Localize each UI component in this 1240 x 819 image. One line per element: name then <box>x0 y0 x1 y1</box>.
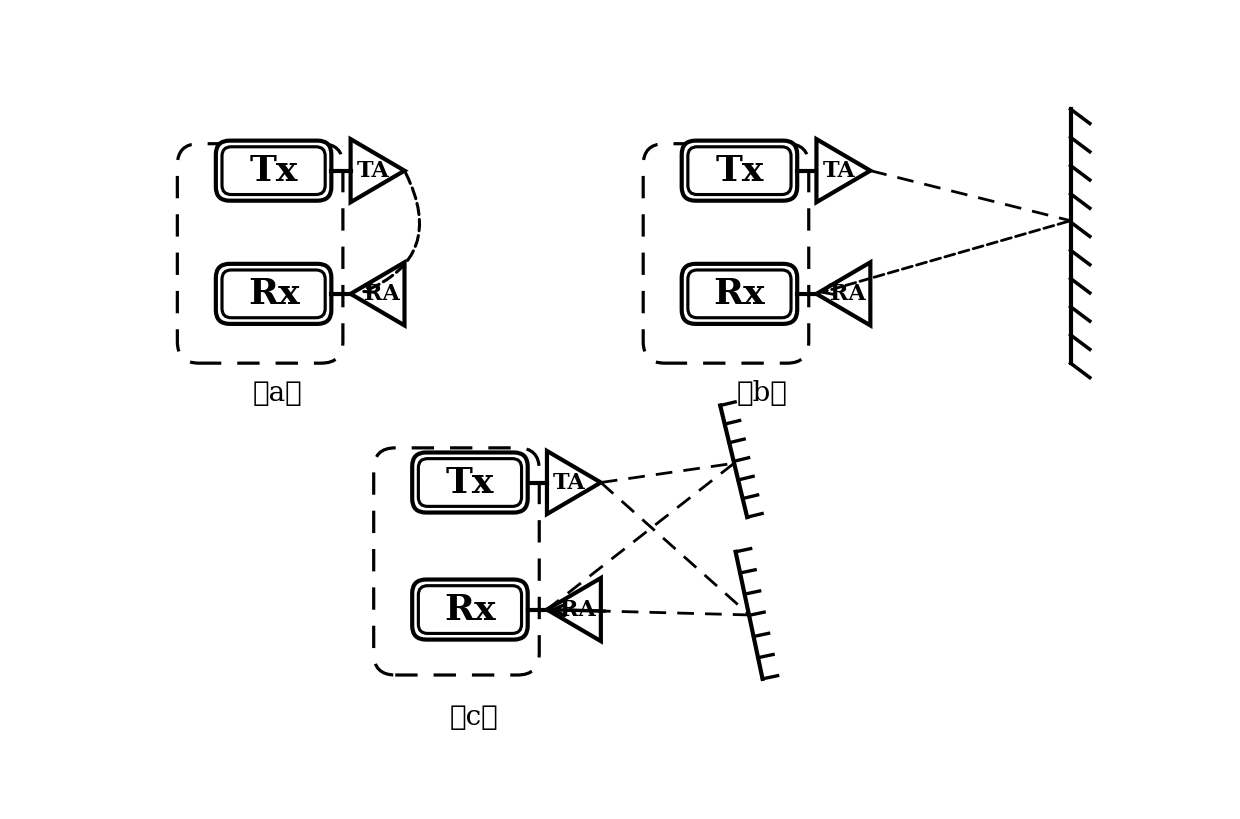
FancyBboxPatch shape <box>688 270 791 318</box>
FancyBboxPatch shape <box>682 264 797 324</box>
FancyBboxPatch shape <box>177 143 343 363</box>
Text: Rx: Rx <box>444 593 496 627</box>
Text: Tx: Tx <box>715 154 764 188</box>
Text: （c）: （c） <box>449 704 498 731</box>
FancyBboxPatch shape <box>216 264 331 324</box>
FancyBboxPatch shape <box>688 147 791 195</box>
FancyBboxPatch shape <box>682 141 797 201</box>
FancyBboxPatch shape <box>418 586 522 633</box>
Text: RA: RA <box>365 283 399 305</box>
Text: Tx: Tx <box>445 465 494 500</box>
FancyBboxPatch shape <box>222 147 325 195</box>
Text: TA: TA <box>357 160 389 182</box>
FancyBboxPatch shape <box>644 143 808 363</box>
FancyBboxPatch shape <box>216 141 331 201</box>
FancyBboxPatch shape <box>412 452 528 513</box>
Text: RA: RA <box>560 599 596 621</box>
Text: TA: TA <box>553 472 587 494</box>
FancyBboxPatch shape <box>418 459 522 506</box>
FancyBboxPatch shape <box>412 580 528 640</box>
FancyBboxPatch shape <box>373 448 539 675</box>
FancyBboxPatch shape <box>222 270 325 318</box>
Text: Rx: Rx <box>248 277 299 311</box>
Text: （b）: （b） <box>737 381 787 408</box>
Text: TA: TA <box>822 160 856 182</box>
Text: Rx: Rx <box>714 277 765 311</box>
Text: RA: RA <box>830 283 866 305</box>
Text: （a）: （a） <box>253 381 303 408</box>
Text: Tx: Tx <box>249 154 298 188</box>
